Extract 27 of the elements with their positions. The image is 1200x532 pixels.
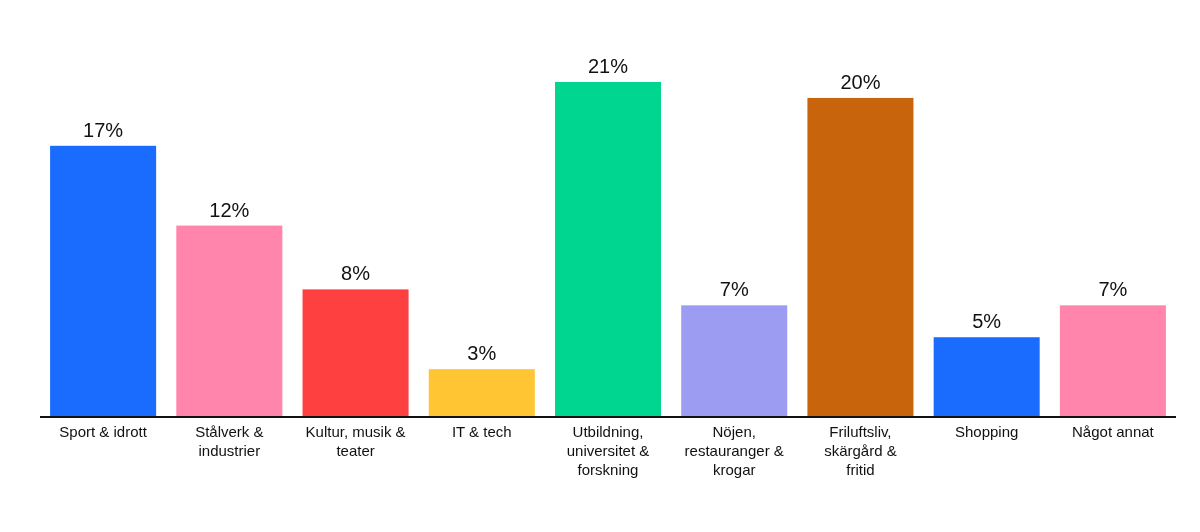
- x-tick-label: Något annat: [1072, 423, 1155, 440]
- x-tick-label: Friluftsliv, skärgård & fritid: [824, 423, 897, 478]
- data-label: 12%: [209, 198, 250, 221]
- bar: [1059, 305, 1166, 417]
- data-label: 20%: [840, 70, 881, 93]
- bar: [554, 82, 662, 417]
- x-tick-label: IT & tech: [451, 423, 512, 440]
- x-tick-label: Sport & idrott: [59, 423, 148, 440]
- x-tick-label: Nöjen, restauranger & krogar: [684, 423, 784, 478]
- x-tick-label: Stålverk & industrier: [195, 423, 264, 459]
- x-tick-label: Utbildning, universitet & forskning: [566, 423, 650, 478]
- data-label: 21%: [587, 55, 629, 77]
- bar: [302, 289, 409, 417]
- data-label: 5%: [972, 310, 1002, 333]
- bar: [428, 369, 535, 417]
- data-label: 3%: [467, 342, 497, 365]
- data-label: 8%: [341, 262, 371, 285]
- data-label: 17%: [83, 118, 124, 141]
- bar: [681, 305, 788, 417]
- bar: [933, 337, 1040, 417]
- x-tick-label: Shopping: [954, 423, 1019, 440]
- data-label: 7%: [1098, 278, 1128, 301]
- bar: [176, 225, 283, 417]
- bar: [50, 145, 157, 417]
- x-tick-label: Kultur, musik & teater: [305, 423, 406, 459]
- data-label: 7%: [719, 278, 749, 301]
- bar: [807, 97, 914, 417]
